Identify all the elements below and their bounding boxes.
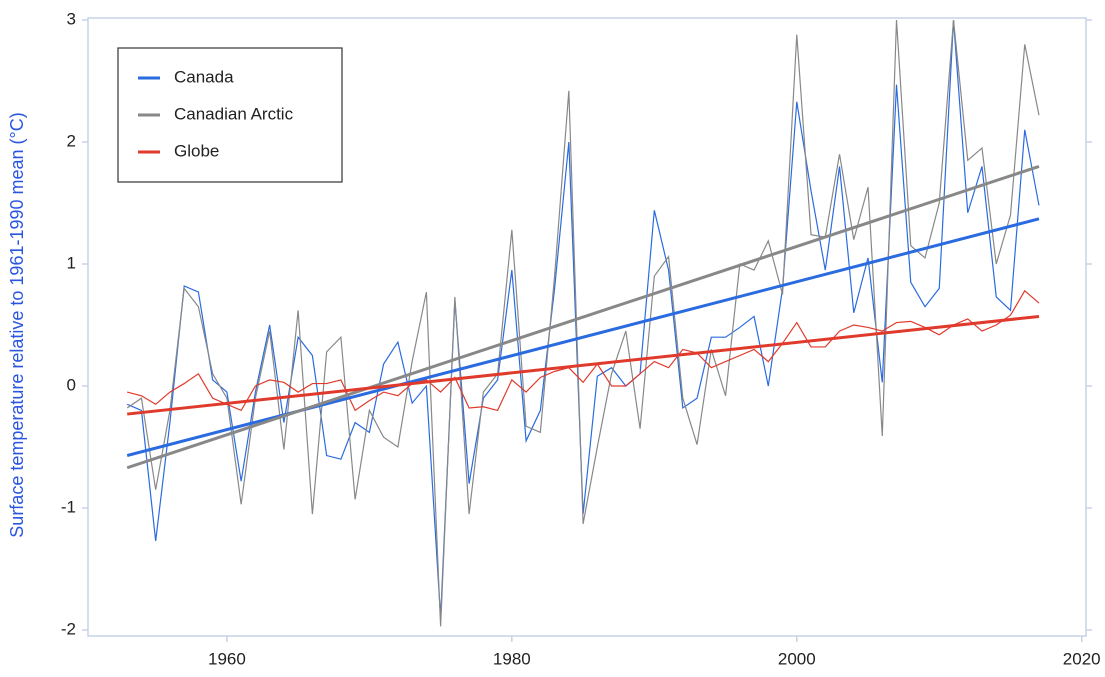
x-tick-label: 1960 bbox=[208, 649, 246, 668]
plot-frame bbox=[87, 17, 1087, 637]
y-tick-label: 1 bbox=[67, 253, 76, 272]
y-tick-label: -1 bbox=[61, 497, 76, 516]
x-tick-label: 1980 bbox=[493, 649, 531, 668]
y-tick-label: 0 bbox=[67, 375, 76, 394]
y-tick-label: 2 bbox=[67, 131, 76, 150]
series-line bbox=[126, 19, 1040, 627]
x-tick-label: 2020 bbox=[1063, 649, 1101, 668]
y-tick-label: 3 bbox=[67, 9, 76, 28]
legend-label: Globe bbox=[174, 141, 219, 160]
x-tick-label: 2000 bbox=[778, 649, 816, 668]
trend-line bbox=[126, 164, 1040, 470]
legend-label: Canadian Arctic bbox=[174, 104, 294, 123]
trend-line bbox=[127, 314, 1040, 416]
series-line bbox=[127, 289, 1040, 412]
y-axis-label: Surface temperature relative to 1961-199… bbox=[7, 112, 27, 537]
trend-line bbox=[126, 217, 1040, 457]
y-tick-label: -2 bbox=[61, 619, 76, 638]
legend-label: Canada bbox=[174, 67, 234, 86]
